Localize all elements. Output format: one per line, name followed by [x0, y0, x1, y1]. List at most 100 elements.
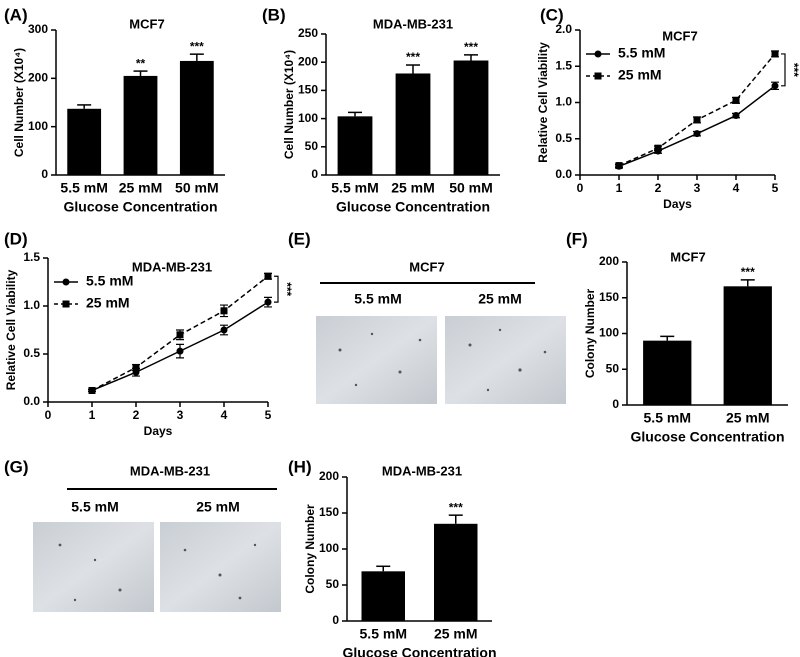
y-tick-label: 150 — [298, 83, 318, 97]
series-line — [618, 85, 776, 167]
marker — [264, 272, 272, 280]
image-label: 25 mM — [196, 499, 240, 515]
panel-label: (D) — [4, 229, 28, 248]
y-axis-label: Cell Number (X10⁴) — [12, 48, 26, 157]
image-label: 5.5 mM — [71, 499, 118, 515]
x-axis-label: Days — [144, 424, 173, 438]
chart-title: MCF7 — [670, 249, 705, 264]
y-tick-label: 0.5 — [555, 131, 572, 145]
micrograph — [33, 522, 154, 612]
panel-label: (E) — [288, 229, 311, 248]
x-axis-label: Glucose Concentration — [630, 429, 784, 445]
y-tick-label: 1.0 — [555, 95, 572, 109]
significance-label: *** — [280, 282, 294, 296]
legend-marker — [594, 72, 602, 80]
marker — [176, 347, 184, 355]
bar — [395, 73, 431, 175]
y-tick-label: 50 — [606, 361, 620, 375]
x-tick-label: 2 — [655, 181, 662, 195]
x-tick-label: 25 mM — [391, 180, 435, 196]
y-axis-label: Colony Number — [583, 289, 597, 379]
legend-label: 25 mM — [618, 67, 662, 83]
y-tick-label: 1.0 — [23, 298, 40, 312]
micrograph — [160, 522, 281, 612]
significance-label: *** — [741, 265, 755, 279]
significance-bracket — [274, 275, 279, 303]
x-tick-label: 5 — [772, 181, 779, 195]
significance-label: ** — [136, 56, 146, 70]
x-tick-label: 50 mM — [175, 180, 219, 196]
x-tick-label: 2 — [133, 408, 140, 422]
y-tick-label: 0 — [612, 397, 619, 411]
significance-label: *** — [787, 63, 800, 77]
y-tick-label: 100 — [319, 541, 339, 555]
marker — [732, 96, 740, 104]
y-tick-label: 100 — [298, 111, 318, 125]
y-tick-label: 1.5 — [23, 250, 40, 264]
marker — [693, 130, 701, 138]
panel-label: (G) — [4, 457, 29, 476]
chart-title: MDA-MB-231 — [132, 259, 212, 274]
x-axis-label: Days — [663, 197, 692, 211]
chart-title: MDA-MB-231 — [382, 463, 462, 478]
legend-marker — [62, 300, 70, 308]
chart-title: MCF7 — [662, 28, 697, 43]
bar — [723, 286, 772, 405]
colonies — [58, 328, 547, 602]
legend-marker — [62, 278, 70, 286]
significance-label: *** — [190, 39, 204, 53]
marker — [88, 386, 96, 394]
bar — [434, 523, 478, 621]
y-axis-label: Relative Cell Viability — [536, 42, 550, 163]
x-axis-label: Glucose Concentration — [336, 199, 490, 215]
legend-label: 5.5 mM — [86, 273, 133, 289]
y-axis-label: Relative Cell Viability — [4, 269, 18, 390]
chart-title: MDA-MB-231 — [373, 16, 453, 31]
x-tick-label: 1 — [616, 181, 623, 195]
y-tick-label: 50 — [305, 139, 319, 153]
panel-label: (C) — [540, 5, 564, 24]
x-tick-label: 4 — [221, 408, 228, 422]
y-tick-label: 0.5 — [23, 346, 40, 360]
significance-label: *** — [464, 40, 478, 54]
y-tick-label: 1.5 — [555, 58, 572, 72]
x-tick-label: 5.5 mM — [360, 626, 407, 642]
x-tick-label: 25 mM — [119, 180, 163, 196]
x-tick-label: 25 mM — [434, 626, 478, 642]
x-tick-label: 4 — [733, 181, 740, 195]
marker — [654, 144, 662, 152]
marker — [220, 326, 228, 334]
marker — [771, 50, 779, 58]
panel-label: (A) — [4, 5, 28, 24]
marker — [615, 162, 623, 170]
y-tick-label: 0 — [332, 613, 339, 627]
y-tick-label: 200 — [28, 71, 48, 85]
y-axis-label: Cell Number (X10⁴) — [282, 50, 296, 159]
image-label: 5.5 mM — [354, 291, 401, 307]
bar — [179, 60, 214, 175]
bar — [361, 571, 405, 621]
legend-label: 25 mM — [86, 295, 130, 311]
marker — [693, 116, 701, 124]
y-tick-label: 100 — [28, 119, 48, 133]
x-tick-label: 1 — [89, 408, 96, 422]
y-tick-label: 0 — [41, 167, 48, 181]
x-tick-label: 5.5 mM — [644, 410, 691, 426]
x-tick-label: 3 — [177, 408, 184, 422]
chart-title: MCF7 — [129, 16, 164, 31]
x-tick-label: 5 — [265, 408, 272, 422]
y-tick-label: 150 — [599, 290, 619, 304]
y-tick-label: 0.0 — [555, 167, 572, 181]
marker — [771, 82, 779, 90]
marker — [176, 331, 184, 339]
y-tick-label: 200 — [319, 469, 339, 483]
marker — [732, 112, 740, 120]
y-tick-label: 300 — [28, 22, 48, 36]
y-tick-label: 200 — [599, 254, 619, 268]
x-tick-label: 25 mM — [726, 410, 770, 426]
y-axis-label: Colony Number — [303, 504, 317, 594]
x-tick-label: 5.5 mM — [60, 180, 107, 196]
y-tick-label: 150 — [319, 505, 339, 519]
y-tick-label: 50 — [326, 577, 340, 591]
